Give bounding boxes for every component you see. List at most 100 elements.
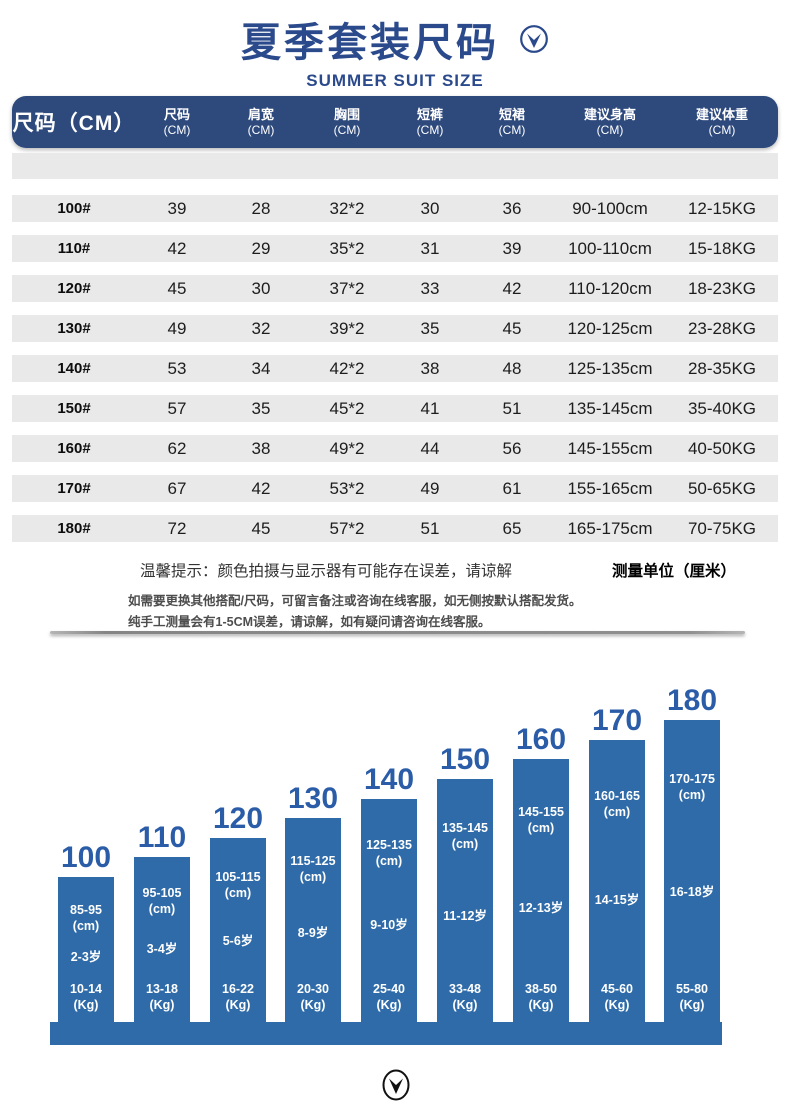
bar-weight-range-line: 38-50 [525,981,557,996]
table-cell: 38 [251,438,271,458]
column-header-unit: (CM) [498,122,526,137]
table-cell: 51 [502,398,522,418]
column-header-label: 短裤 [416,107,443,122]
column-header-unit: (CM) [163,122,191,137]
column-header-label: 肩宽 [247,107,274,122]
bar-weight-range-line: (Kg) [604,997,630,1012]
table-cell: 65 [502,518,522,538]
table-cell: 45 [167,278,187,298]
bar-weight-range: 33-48 (Kg) [449,981,481,1014]
bar-height-range-line: (cm) [375,854,403,869]
table-cell: 70-75KG [687,518,757,538]
bar-height-range: 105-115 (cm) [215,869,260,902]
bar-size-label: 150 [439,743,491,776]
table-cell: 56 [502,438,522,458]
bar-weight-range: 13-18 (Kg) [146,981,178,1014]
table-row: 160# 62 38 49*2 44 56 145-155cm 40-50KG [12,435,778,462]
bar-height-range-line: (cm) [451,837,479,852]
table-cell: 100-110cm [568,238,652,258]
bar-age-range-line: 3-4岁 [146,941,178,956]
bar-height-range: 170-175 (cm) [669,771,715,804]
bar-height-range: 145-155 (cm) [518,804,564,837]
row-size-label: 120# [57,280,91,297]
column-header-label: 建议身高 [583,107,636,122]
bar-weight-range-line: 55-80 [676,981,708,996]
table-cell: 125-135cm [567,358,653,378]
column-header: 肩宽 (CM) [218,107,304,137]
bar-height-range-line: 170-175 [669,772,715,786]
bar-weight-range: 20-30 (Kg) [297,981,329,1014]
page-header: 夏季套装尺码 SUMMER SUIT SIZE [0,10,790,91]
bar-age-range: 9-10岁 [370,917,408,933]
size-table-body: 100# 39 28 32*2 30 36 90-100cm 12-15KG 110# 42 29 3… [12,195,778,555]
bar-age-range-line: 5-6岁 [222,933,254,948]
table-cell: 120-125cm [567,318,653,338]
table-cell: 53 [167,358,187,378]
size-table-header: 尺码（CM） 尺码 (CM) 肩宽 (CM) 胸围 (CM) 短裤 (CM) 短裙 (CM) 建议身… [12,96,778,148]
size-bar-chart: 100 85-95 (cm) 2-3岁 10-14 (Kg) 110 95-105 (cm) 3-… [50,670,738,1045]
table-cell: 18-23KG [687,278,757,298]
bar-age-range: 3-4岁 [147,941,178,957]
table-row: 170# 67 42 53*2 49 61 155-165cm 50-65KG [12,475,778,502]
table-cell: 155-165cm [567,478,653,498]
table-cell: 62 [167,438,187,458]
column-header-label: 胸围 [333,107,360,122]
table-cell: 51 [420,518,440,538]
bar-size-label: 120 [212,802,264,835]
table-cell: 35 [420,318,440,338]
table-cell: 45 [251,518,271,538]
row-size-label: 110# [57,240,91,257]
bar-age-range: 2-3岁 [71,949,102,965]
chevron-down-circle-icon-footer [381,1068,411,1107]
table-cell: 39 [502,238,522,258]
bar-weight-range-line: 45-60 [601,981,633,996]
bar-weight-range-line: (Kg) [149,997,175,1012]
table-cell: 37*2 [329,278,365,298]
bar-height-range-line: 85-95 [70,903,102,917]
table-row: 180# 72 45 57*2 51 65 165-175cm 70-75KG [12,515,778,542]
bar-weight-range-line: (Kg) [300,997,326,1012]
column-header-unit: (CM) [708,122,736,137]
bar-weight-range: 10-14 (Kg) [70,981,102,1014]
column-header: 短裙 (CM) [470,107,554,137]
table-cell: 57*2 [329,518,365,538]
bar-age-range-line: 14-15岁 [594,893,640,908]
notes-tip: 温馨提示：颜色拍摄与显示器有可能存在误差，请谅解 [140,563,513,580]
chart-bar: 85-95 (cm) 2-3岁 10-14 (Kg) [58,877,114,1022]
table-cell: 110-120cm [568,278,652,298]
bar-height-range-line: (cm) [527,821,555,836]
bar-weight-range-line: 20-30 [297,981,329,996]
table-cell: 135-145cm [567,398,653,418]
bar-weight-range: 55-80 (Kg) [676,981,708,1014]
column-header: 尺码 (CM) [136,107,218,137]
bar-size-label: 130 [287,782,339,815]
bar-weight-range-line: (Kg) [73,997,99,1012]
bar-age-range-line: 11-12岁 [443,909,487,924]
table-cell: 44 [420,438,440,458]
table-cell: 42 [251,478,271,498]
bar-height-range-line: (cm) [72,919,100,934]
table-cell: 12-15KG [687,198,757,218]
table-row: 110# 42 29 35*2 31 39 100-110cm 15-18KG [12,235,778,262]
bar-weight-range-line: (Kg) [376,997,402,1012]
table-row: 150# 57 35 45*2 41 51 135-145cm 35-40KG [12,395,778,422]
row-size-label: 180# [57,520,91,537]
chart-bar: 145-155 (cm) 12-13岁 38-50 (Kg) [513,759,569,1022]
table-cell: 42 [167,238,187,258]
bar-weight-range-line: 13-18 [146,981,178,996]
column-header-label: 短裙 [498,107,525,122]
chart-baseline [50,1022,722,1045]
column-header-unit: (CM) [333,122,361,137]
bar-weight-range-line: 10-14 [70,981,102,996]
table-row: 130# 49 32 39*2 35 45 120-125cm 23-28KG [12,315,778,342]
column-header-unit: (CM) [596,122,624,137]
bar-age-range: 5-6岁 [223,933,254,949]
bar-size-label: 180 [666,684,718,717]
bar-age-range: 14-15岁 [595,892,639,908]
bar-weight-range: 16-22 (Kg) [222,981,254,1014]
bar-weight-range-line: (Kg) [679,997,705,1012]
bar-age-range: 12-13岁 [519,900,563,916]
bar-age-range: 8-9岁 [298,925,329,941]
bar-weight-range-line: (Kg) [225,997,251,1012]
chart-bar: 125-135 (cm) 9-10岁 25-40 (Kg) [361,799,417,1022]
